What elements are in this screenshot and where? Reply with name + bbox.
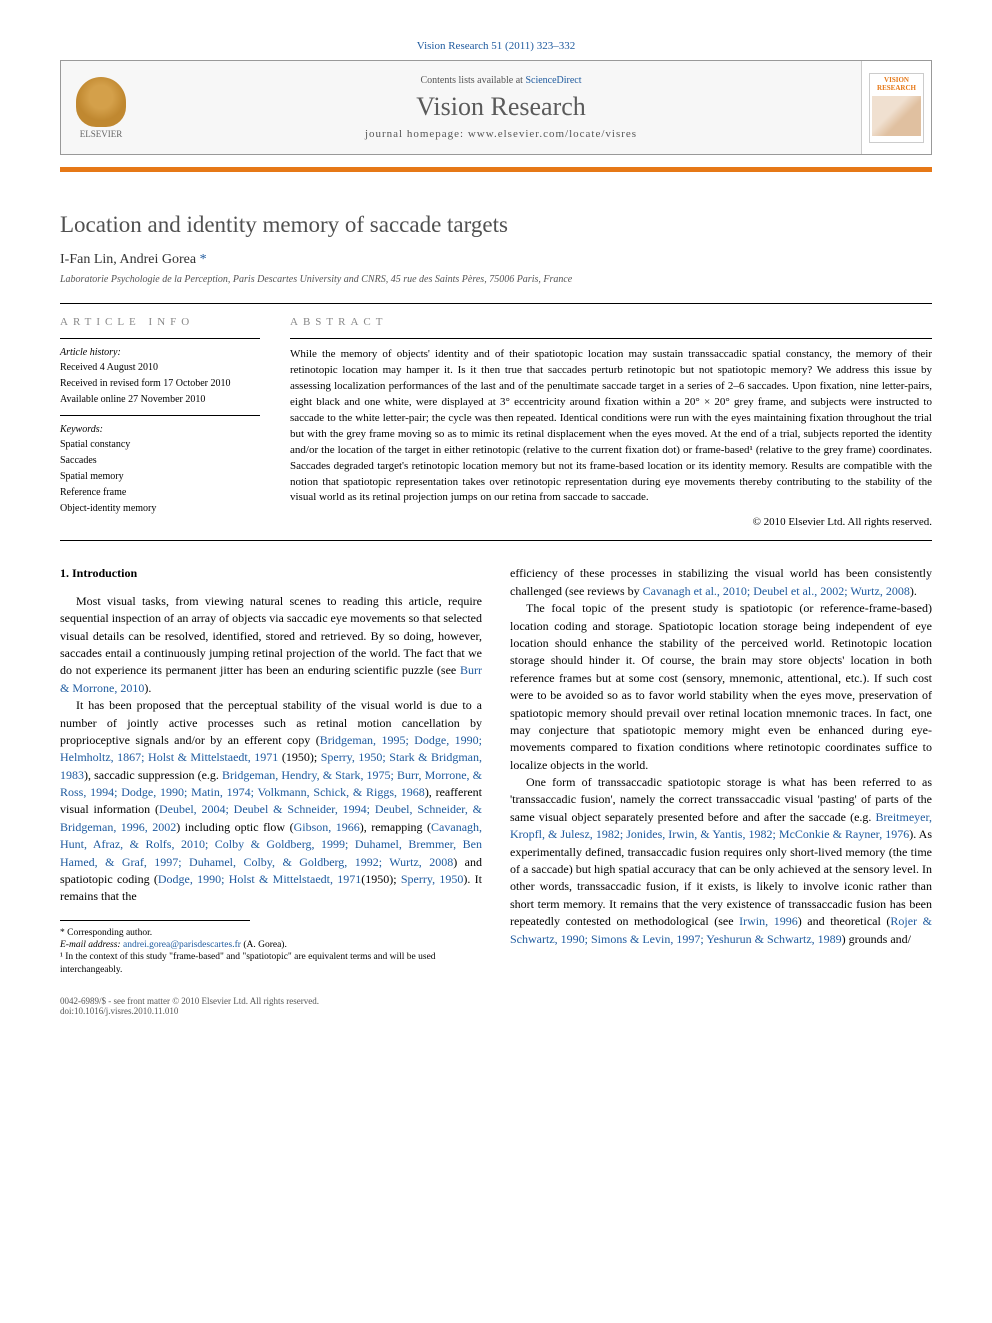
footnote-separator (60, 920, 250, 921)
abstract-copyright: © 2010 Elsevier Ltd. All rights reserved… (290, 516, 932, 528)
body-paragraph: The focal topic of the present study is … (510, 600, 932, 774)
authors-line: I-Fan Lin, Andrei Gorea * (60, 252, 932, 268)
elsevier-tree-icon (76, 77, 126, 127)
journal-name: Vision Research (141, 92, 861, 122)
online-date: Available online 27 November 2010 (60, 393, 260, 407)
journal-citation[interactable]: Vision Research 51 (2011) 323–332 (60, 40, 932, 52)
journal-header-center: Contents lists available at ScienceDirec… (141, 61, 861, 154)
orange-divider (60, 167, 932, 172)
article-title: Location and identity memory of saccade … (60, 212, 932, 238)
keyword: Object-identity memory (60, 502, 260, 516)
citation-link[interactable]: Dodge, 1990; Holst & Mittelstaedt, 1971 (158, 872, 361, 886)
article-info-header: ARTICLE INFO (60, 316, 260, 328)
corresponding-author-footnote: * Corresponding author. (60, 927, 482, 939)
article-history-label: Article history: (60, 347, 260, 358)
contents-available-line: Contents lists available at ScienceDirec… (141, 75, 861, 86)
abstract-column: ABSTRACT While the memory of objects' id… (290, 316, 932, 528)
revised-date: Received in revised form 17 October 2010 (60, 377, 260, 391)
article-info-column: ARTICLE INFO Article history: Received 4… (60, 316, 260, 528)
keyword: Spatial constancy (60, 438, 260, 452)
issn-line: 0042-6989/$ - see front matter © 2010 El… (60, 996, 319, 1006)
corresponding-author-mark[interactable]: * (200, 252, 207, 267)
citation-link[interactable]: Cavanagh et al., 2010; Deubel et al., 20… (643, 584, 910, 598)
section-heading-introduction: 1. Introduction (60, 565, 482, 582)
body-paragraph: efficiency of these processes in stabili… (510, 565, 932, 600)
body-text-columns: 1. Introduction Most visual tasks, from … (60, 565, 932, 976)
keyword: Spatial memory (60, 470, 260, 484)
keywords-label: Keywords: (60, 424, 260, 435)
doi-line: doi:10.1016/j.visres.2010.11.010 (60, 1006, 319, 1016)
journal-homepage: journal homepage: www.elsevier.com/locat… (141, 128, 861, 140)
left-column: 1. Introduction Most visual tasks, from … (60, 565, 482, 976)
keyword: Saccades (60, 454, 260, 468)
body-paragraph: Most visual tasks, from viewing natural … (60, 593, 482, 697)
right-column: efficiency of these processes in stabili… (510, 565, 932, 976)
email-footnote: E-mail address: andrei.gorea@parisdescar… (60, 939, 482, 951)
keyword: Reference frame (60, 486, 260, 500)
abstract-header: ABSTRACT (290, 316, 932, 328)
email-link[interactable]: andrei.gorea@parisdescartes.fr (123, 940, 241, 950)
citation-link[interactable]: Irwin, 1996 (739, 914, 798, 928)
sciencedirect-link[interactable]: ScienceDirect (525, 75, 581, 86)
body-paragraph: One form of transsaccadic spatiotopic st… (510, 774, 932, 948)
citation-link[interactable]: Sperry, 1950 (401, 872, 464, 886)
affiliation: Laboratorie Psychologie de la Perception… (60, 274, 932, 285)
elsevier-logo[interactable]: ELSEVIER (61, 61, 141, 154)
journal-cover-thumbnail[interactable]: VISION RESEARCH (861, 61, 931, 154)
abstract-text: While the memory of objects' identity an… (290, 347, 932, 506)
body-paragraph: It has been proposed that the perceptual… (60, 697, 482, 906)
footnote-1: ¹ In the context of this study "frame-ba… (60, 951, 482, 976)
cover-mini-icon: VISION RESEARCH (869, 73, 924, 143)
journal-header-box: ELSEVIER Contents lists available at Sci… (60, 60, 932, 155)
citation-link[interactable]: Gibson, 1966 (294, 820, 360, 834)
received-date: Received 4 August 2010 (60, 361, 260, 375)
footer-meta: 0042-6989/$ - see front matter © 2010 El… (60, 996, 932, 1016)
